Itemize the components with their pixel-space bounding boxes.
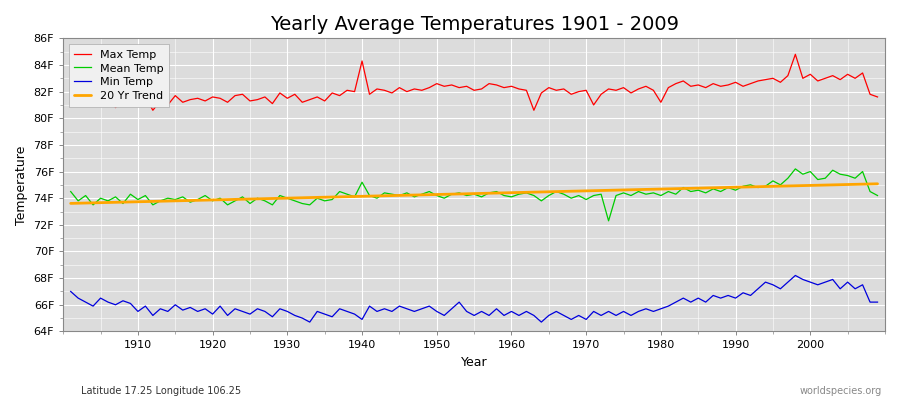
Mean Temp — [499, 193, 509, 198]
Min Temp — [603, 309, 614, 314]
Min Temp — [506, 309, 517, 314]
Mean Temp — [506, 194, 517, 199]
20 Yr Trend — [290, 196, 301, 200]
Mean Temp — [603, 218, 614, 223]
Line: Mean Temp: Mean Temp — [71, 169, 878, 221]
Mean Temp — [872, 193, 883, 198]
Max Temp — [342, 88, 353, 93]
Min Temp — [872, 300, 883, 304]
Min Temp — [66, 289, 77, 294]
Mean Temp — [290, 198, 301, 203]
Max Temp — [297, 100, 308, 105]
Line: Max Temp: Max Temp — [71, 54, 878, 110]
Max Temp — [148, 108, 158, 113]
Mean Temp — [596, 192, 607, 197]
20 Yr Trend — [334, 194, 345, 199]
20 Yr Trend — [125, 200, 136, 204]
Max Temp — [125, 100, 136, 105]
20 Yr Trend — [596, 188, 607, 193]
Max Temp — [506, 84, 517, 89]
Max Temp — [790, 52, 801, 57]
X-axis label: Year: Year — [461, 356, 488, 369]
Min Temp — [342, 309, 353, 314]
Mean Temp — [334, 189, 345, 194]
Min Temp — [514, 313, 525, 318]
Max Temp — [872, 94, 883, 99]
Min Temp — [290, 313, 301, 318]
Mean Temp — [66, 189, 77, 194]
Text: worldspecies.org: worldspecies.org — [800, 386, 882, 396]
20 Yr Trend — [499, 190, 509, 195]
Line: Min Temp: Min Temp — [71, 276, 878, 322]
Line: 20 Yr Trend: 20 Yr Trend — [71, 184, 878, 203]
Max Temp — [514, 86, 525, 91]
Max Temp — [66, 100, 77, 105]
Min Temp — [304, 320, 315, 324]
Title: Yearly Average Temperatures 1901 - 2009: Yearly Average Temperatures 1901 - 2009 — [270, 15, 679, 34]
20 Yr Trend — [872, 181, 883, 186]
20 Yr Trend — [66, 201, 77, 206]
Mean Temp — [790, 166, 801, 171]
20 Yr Trend — [506, 190, 517, 195]
Min Temp — [125, 301, 136, 306]
Mean Temp — [125, 192, 136, 197]
Max Temp — [603, 86, 614, 91]
Y-axis label: Temperature: Temperature — [15, 145, 28, 224]
Text: Latitude 17.25 Longitude 106.25: Latitude 17.25 Longitude 106.25 — [81, 386, 241, 396]
Legend: Max Temp, Mean Temp, Min Temp, 20 Yr Trend: Max Temp, Mean Temp, Min Temp, 20 Yr Tre… — [68, 44, 169, 107]
Min Temp — [790, 273, 801, 278]
